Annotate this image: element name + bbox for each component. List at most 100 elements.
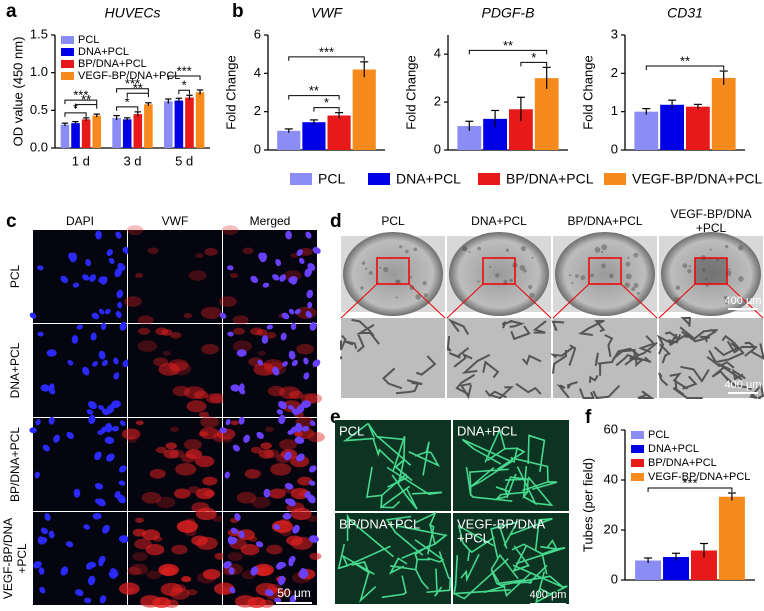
- micrograph: [29, 230, 131, 323]
- micrograph: [33, 512, 129, 605]
- nucleus: [108, 257, 115, 264]
- dish-texture: [529, 292, 535, 298]
- dish-texture: [609, 273, 614, 279]
- legend-label: BP/DNA+PCL: [78, 58, 147, 70]
- nucleus: [284, 451, 292, 461]
- vwf-signal: [127, 566, 142, 576]
- vwf-signal: [271, 520, 293, 533]
- nucleus: [303, 357, 309, 365]
- y-axis-label: OD value (450 nm): [10, 37, 25, 147]
- micrograph: [124, 225, 222, 325]
- nucleus: [291, 359, 298, 367]
- y-tick-label: 4: [254, 65, 261, 80]
- tube: [744, 341, 758, 357]
- error-bar: [335, 112, 344, 119]
- vwf-signal: [172, 385, 190, 397]
- nucleus: [87, 401, 97, 410]
- tube: [461, 438, 510, 462]
- image-label: PCL: [339, 423, 364, 438]
- vwf-signal: [183, 313, 193, 319]
- vwf-signal: [175, 462, 197, 476]
- nucleus: [72, 282, 80, 288]
- dish-texture: [625, 273, 632, 280]
- tube: [411, 491, 443, 495]
- tube: [453, 555, 459, 594]
- column-header: VEGF-BP/DNA: [670, 207, 751, 221]
- tube: [510, 517, 553, 536]
- vwf-signal: [126, 225, 144, 236]
- vwf-signal: [268, 488, 286, 499]
- error-bar: [360, 61, 369, 78]
- nucleus: [98, 555, 106, 564]
- vwf-signal: [199, 427, 220, 440]
- tube: [381, 500, 401, 509]
- dish-texture: [423, 293, 428, 298]
- vwf-signal: [162, 350, 171, 356]
- zoom-box: [694, 257, 728, 285]
- legend-label: BP/DNA+PCL: [506, 171, 594, 187]
- nucleus: [117, 494, 126, 504]
- zoom-line: [514, 283, 552, 319]
- vwf-signal: [185, 449, 203, 460]
- vwf-signal: [146, 570, 162, 580]
- vwf-signal: [186, 400, 207, 413]
- tube: [365, 466, 382, 498]
- dish-texture: [687, 269, 692, 274]
- dish-texture: [600, 250, 604, 254]
- scale-bar-label: 50 μm: [277, 586, 311, 600]
- zoom-line: [620, 283, 658, 319]
- nucleus: [229, 586, 236, 594]
- dish-texture: [505, 248, 510, 252]
- nucleus: [113, 372, 120, 380]
- significance-bracket: [313, 107, 340, 112]
- vwf-signal: [250, 327, 264, 336]
- micrograph: [118, 507, 227, 609]
- image-label: BP/DNA+PCL: [339, 516, 420, 531]
- nucleus: [274, 597, 282, 604]
- chart-title: VWF: [311, 5, 344, 21]
- nucleus: [39, 586, 46, 594]
- nucleus: [285, 230, 292, 240]
- dish-texture: [495, 273, 500, 278]
- vwf-signal: [195, 536, 218, 550]
- nucleus: [230, 384, 241, 392]
- micrograph-bg: [128, 230, 222, 323]
- nucleus: [92, 512, 102, 520]
- micrograph-bg: [33, 324, 127, 417]
- vwf-signal: [200, 306, 222, 319]
- vwf-signal: [188, 270, 207, 281]
- vwf-signal: [219, 296, 237, 307]
- nucleus: [223, 561, 232, 569]
- nucleus: [118, 480, 126, 486]
- nucleus: [263, 488, 271, 498]
- scale-bar-label: 400 μm: [530, 589, 567, 601]
- nucleus: [66, 431, 74, 440]
- nucleus: [87, 575, 96, 586]
- nucleus: [219, 427, 227, 434]
- tube: [470, 459, 514, 488]
- significance-bracket: [116, 106, 139, 111]
- bar: [277, 130, 301, 150]
- nucleus: [296, 404, 305, 414]
- tube: [395, 384, 419, 395]
- scale-bar-label: 400 μm: [725, 379, 762, 391]
- vwf-signal: [195, 455, 215, 468]
- nucleus: [312, 359, 321, 368]
- nucleus: [282, 361, 288, 367]
- dish-texture: [633, 252, 639, 258]
- legend-swatch: [604, 173, 626, 185]
- tube: [532, 320, 547, 334]
- tube: [594, 352, 599, 367]
- column-header: Merged: [250, 214, 291, 228]
- nucleus: [257, 360, 264, 366]
- dish-texture: [590, 273, 595, 278]
- nucleus: [277, 401, 287, 410]
- tube: [405, 487, 418, 510]
- error-bar: [465, 120, 474, 131]
- vwf-signal: [163, 449, 179, 459]
- tube: [680, 317, 692, 327]
- tube: [386, 519, 424, 556]
- bar: [60, 124, 70, 148]
- vwf-signal: [296, 343, 314, 355]
- x-tick-label: 1 d: [72, 153, 90, 168]
